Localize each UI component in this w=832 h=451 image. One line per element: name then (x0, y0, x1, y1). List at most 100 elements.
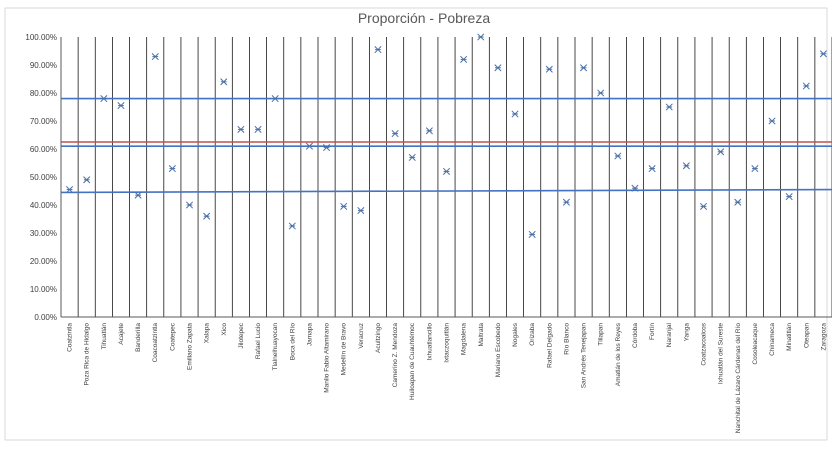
x-tick-label: Veracruz (358, 323, 365, 349)
data-point (528, 230, 536, 238)
data-point (340, 202, 348, 210)
data-point (562, 198, 570, 206)
data-point (682, 162, 690, 170)
x-tick-label: Magdalena (461, 323, 468, 356)
x-tick-label: Cosoleacaque (752, 323, 759, 365)
data-point (134, 191, 142, 199)
x-tick-label: Yanga (683, 323, 690, 342)
x-tick-label: Emiliano Zapata (187, 323, 194, 370)
data-point (460, 55, 468, 63)
x-tick-label: Acultzingo (375, 323, 382, 353)
data-point (220, 78, 228, 86)
data-point (305, 142, 313, 150)
data-point (511, 110, 519, 118)
data-point (203, 212, 211, 220)
data-point (288, 222, 296, 230)
x-tick-label: Xalapa (204, 323, 211, 344)
x-tick-label: Banderilla (135, 323, 142, 352)
x-tick-label: Zaragoza (820, 323, 827, 351)
data-point (323, 144, 331, 152)
x-tick-label: Medellín de Bravo (341, 323, 348, 376)
x-tick-label: Ixtaczoquitlán (444, 323, 451, 363)
data-point (237, 125, 245, 133)
data-point (83, 176, 91, 184)
plot-area: 0.00% 10.00% 20.00% 30.00% 40.00% 50.00% 60.00… (25, 33, 832, 433)
x-tick-label: Jamapa (306, 323, 313, 347)
x-tick-label: Poza Rica de Hidalgo (84, 323, 91, 386)
x-tick-label: Huiloapan de Cuauhtémoc (409, 322, 416, 400)
y-tick-label: 30.00% (30, 229, 57, 238)
data-point (408, 153, 416, 161)
y-tick-label: 90.00% (30, 61, 57, 70)
data-point (391, 130, 399, 138)
y-tick-label: 0.00% (34, 313, 57, 322)
data-point (66, 186, 74, 194)
x-tick-label: Río Blanco (563, 323, 570, 355)
y-tick-label: 10.00% (30, 285, 57, 294)
data-point (580, 64, 588, 72)
data-point (597, 89, 605, 97)
chart-title: Proporción - Pobreza (358, 10, 491, 26)
data-point (802, 82, 810, 90)
x-tick-label: Fortín (649, 323, 656, 340)
data-point (425, 127, 433, 135)
x-tick-label: Naranjal (666, 322, 673, 347)
x-tick-label: Amatlán de los Reyes (615, 322, 622, 386)
x-tick-label: Tlalnelhuayocan (272, 323, 279, 371)
data-point (374, 46, 382, 54)
y-tick-label: 80.00% (30, 89, 57, 98)
x-tick-label: Boca del Río (289, 323, 296, 361)
x-tick-label: Maltrata (478, 323, 485, 347)
data-point (494, 64, 502, 72)
x-tick-label: Coacoatzintla (152, 323, 159, 363)
data-point (185, 201, 194, 209)
x-tick-label: San Andrés Tenejapan (581, 323, 588, 389)
data-point (751, 165, 759, 173)
data-point (768, 117, 776, 125)
data-point (151, 53, 159, 61)
data-point (357, 207, 365, 215)
data-point (614, 152, 622, 160)
x-tick-label: Mariano Escobedo (495, 323, 502, 378)
data-point (734, 198, 742, 206)
x-tick-label: Jilotepec (238, 322, 245, 348)
x-tick-label: Nanchital de Lázaro Cárdenas del Río (735, 323, 742, 434)
data-point (168, 165, 176, 173)
data-point (665, 103, 673, 111)
data-point (819, 50, 827, 58)
y-tick-label: 40.00% (30, 201, 57, 210)
x-tick-label: Rafael Lucio (255, 323, 262, 360)
data-point (699, 202, 708, 210)
data-point (477, 33, 485, 41)
data-point (631, 184, 639, 192)
x-tick-label: Camerino Z. Mendoza (392, 323, 399, 388)
data-point (785, 193, 793, 201)
x-tick-label: Tlilapan (598, 323, 605, 346)
reference-line (60, 188, 832, 194)
x-tick-label: Oteapan (803, 323, 810, 348)
x-tick-label: Ixhuatlán del Sureste (718, 323, 725, 384)
x-tick-label: Minatitlán (786, 323, 793, 351)
x-tick-label: Manlio Fabio Altamirano (324, 323, 331, 393)
x-tick-label: Ixhuatlancillo (426, 323, 433, 361)
x-tick-label: Nogales (512, 322, 519, 347)
x-tick-label: Tihuatlán (101, 323, 108, 350)
data-point (545, 65, 553, 73)
data-point (442, 167, 451, 175)
x-tick-label: Córdoba (632, 323, 639, 348)
chart-border (4, 7, 828, 441)
x-tick-label: Coatzintla (67, 323, 74, 352)
data-point (100, 95, 108, 103)
x-tick-label: Coatzacoalcos (701, 322, 708, 365)
x-tick-label: Xico (221, 323, 228, 336)
y-tick-label: 20.00% (30, 257, 57, 266)
y-tick-label: 50.00% (30, 173, 57, 182)
x-tick-label: Rafael Delgado (546, 323, 553, 368)
x-tick-label: Coatepec (169, 322, 176, 351)
data-point (271, 95, 279, 103)
data-point (117, 102, 125, 110)
y-tick-label: 100.00% (25, 33, 57, 42)
